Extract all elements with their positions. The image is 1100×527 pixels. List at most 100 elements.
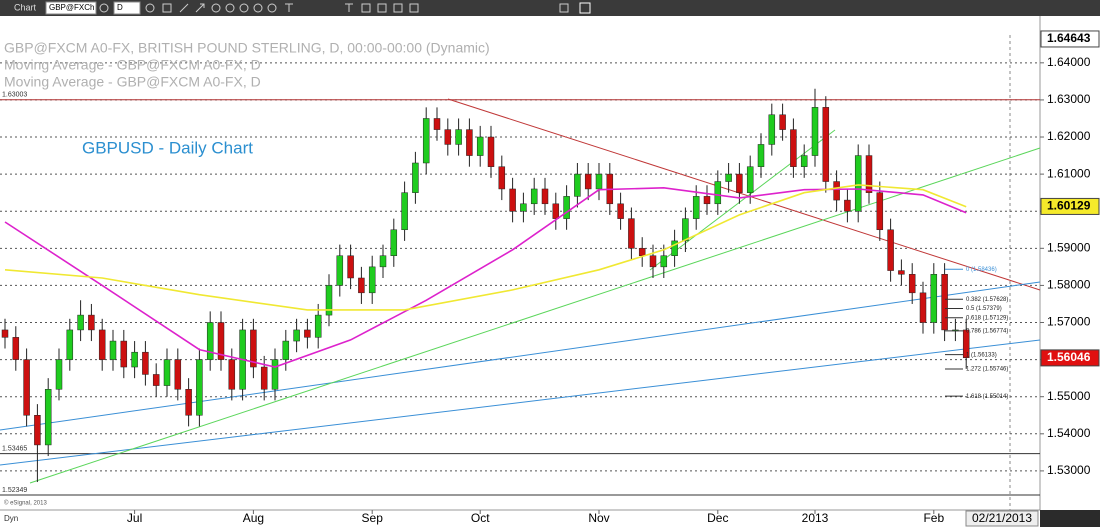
candle-body (217, 322, 225, 360)
tool-icon[interactable] (377, 3, 387, 13)
trendline (0, 339, 1041, 466)
candle-body (487, 136, 495, 167)
tool-icon[interactable] (253, 3, 263, 13)
tool-icon[interactable] (179, 3, 189, 13)
candle-body (142, 351, 149, 375)
window-title: Chart (14, 2, 37, 12)
candle-body (628, 218, 635, 249)
candle-body (854, 155, 862, 212)
tool-icon[interactable] (579, 2, 591, 14)
candle-body (509, 188, 516, 212)
tool-icon[interactable] (99, 3, 109, 13)
candle-body (962, 329, 970, 359)
tool-icon[interactable] (145, 3, 155, 13)
candle-body (584, 173, 592, 190)
trendline (447, 98, 1041, 291)
toolbar (0, 0, 1100, 16)
chart-title: GBPUSD - Daily Chart (82, 138, 253, 157)
candle-body (163, 359, 171, 386)
candle-body (55, 359, 63, 390)
tool-icon[interactable] (267, 3, 277, 13)
x-tick-label: Sep (362, 511, 384, 525)
candle-body (347, 255, 354, 279)
candle-body (811, 107, 819, 156)
time-axis (0, 510, 1040, 527)
candle-body (800, 155, 808, 167)
candle-body (574, 173, 581, 197)
candle-body (898, 270, 905, 275)
price-box-label: 1.64643 (1047, 31, 1091, 45)
tool-icon[interactable] (393, 3, 403, 13)
candle-body (206, 322, 214, 360)
y-tick-label: 1.59000 (1047, 240, 1091, 254)
candle-body (714, 181, 722, 205)
candle-body (638, 248, 646, 256)
trendline (0, 281, 1041, 431)
interval-input[interactable] (113, 1, 141, 15)
x-tick-label: Nov (588, 511, 609, 525)
candle-body (476, 136, 484, 156)
candle-body (552, 203, 560, 219)
y-tick-label: 1.53000 (1047, 463, 1091, 477)
tool-icon[interactable] (162, 3, 172, 13)
candle-body (422, 118, 430, 164)
candle-body (660, 255, 668, 268)
tool-icon[interactable] (239, 3, 249, 13)
candle-body (617, 203, 624, 219)
tool-icon[interactable] (409, 3, 419, 13)
candle-body (833, 181, 840, 201)
candle-body (304, 329, 311, 338)
x-tick-label: 2013 (802, 511, 829, 525)
candle-body (498, 166, 506, 190)
price-box-label: 1.56046 (1047, 350, 1091, 364)
legend-area (0, 16, 1040, 35)
tool-icon[interactable] (559, 3, 569, 13)
level-label: 1.63003 (2, 92, 27, 99)
candle-body (466, 129, 473, 156)
date-box (965, 510, 1039, 527)
candle-body (563, 196, 570, 219)
interval-text: D (117, 3, 123, 12)
candle-body (768, 114, 776, 145)
legend-line: Moving Average - GBP@FXCM A0-FX, D (4, 74, 261, 90)
tool-icon[interactable] (361, 3, 371, 13)
symbol-text: GBP@FXCh (49, 3, 94, 12)
tool-icon[interactable] (345, 3, 353, 12)
candle-body (88, 314, 95, 331)
candle-body (865, 155, 873, 193)
candle-body (455, 129, 462, 145)
fib-label: 0.618 (1.57129) (966, 315, 1008, 321)
moving-average (4, 186, 967, 368)
candle-body (379, 255, 387, 268)
candle-body (919, 292, 927, 323)
candle-body (282, 340, 290, 360)
level-label: 1.52349 (2, 487, 27, 494)
candle-body (649, 255, 657, 268)
trendlines (0, 98, 1041, 484)
tool-icon[interactable] (225, 3, 235, 13)
candle-body (98, 329, 106, 360)
tool-icon[interactable] (195, 3, 205, 13)
legend-line: GBP@FXCM A0-FX, BRITISH POUND STERLING, … (4, 40, 490, 56)
candle-body (120, 340, 128, 368)
y-tick-label: 1.62000 (1047, 129, 1091, 143)
fib-label: 0.5 (1.57379) (966, 306, 1002, 312)
candle-body (541, 188, 549, 205)
fib-label: 0.786 (1.56774) (966, 328, 1008, 334)
candle-body (671, 240, 678, 256)
tool-icon[interactable] (285, 3, 293, 12)
x-tick-label: Oct (471, 511, 490, 525)
candle-body (250, 329, 257, 368)
candle-body (23, 359, 30, 416)
candle-body (401, 192, 408, 231)
symbol-input[interactable] (45, 1, 97, 15)
plot: 0 (1.58436) 0.382 (1.57628) 0.5 (1.57379) 0… (1, 88, 1008, 483)
candle-body (746, 166, 754, 193)
candle-body (293, 329, 300, 342)
price-axis (1040, 16, 1100, 510)
candle-body (844, 199, 851, 212)
candle-body (368, 266, 376, 294)
candle-body (228, 359, 236, 390)
candle-body (336, 255, 344, 286)
tool-icon[interactable] (211, 3, 221, 13)
